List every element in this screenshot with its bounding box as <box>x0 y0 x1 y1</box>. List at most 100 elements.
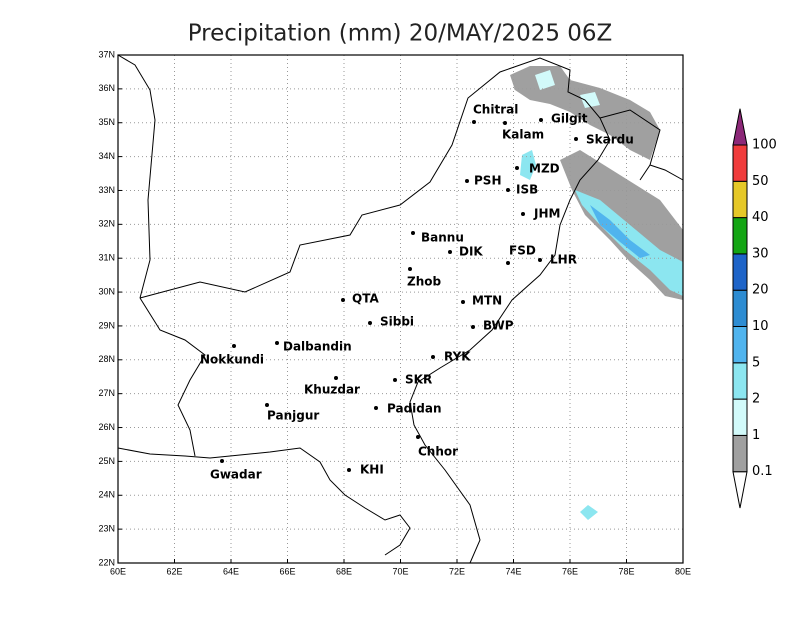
y-tick-label: 28N <box>98 354 115 364</box>
city-label: Bannu <box>421 231 464 245</box>
colorbar-segment <box>732 398 748 436</box>
colorbar-label: 5 <box>752 355 760 370</box>
city-dot <box>539 118 543 122</box>
y-tick-label: 37N <box>98 49 115 59</box>
city-label: Kalam <box>502 128 544 142</box>
city-label: QTA <box>352 292 379 306</box>
city-dot <box>461 300 465 304</box>
city-label: SKR <box>405 373 432 387</box>
city-label: Chhor <box>418 445 458 459</box>
city-label: RYK <box>444 350 471 364</box>
city-label: JHM <box>533 207 560 221</box>
city-dot <box>220 459 224 463</box>
colorbar-low <box>732 471 748 509</box>
x-tick-label: 64E <box>223 566 239 576</box>
city-label: Skardu <box>586 133 634 147</box>
city-dot <box>275 341 279 345</box>
colorbar-segment <box>732 253 748 291</box>
city-label: Khuzdar <box>304 383 360 397</box>
x-tick-label: 72E <box>449 566 465 576</box>
city-label: Panjgur <box>267 409 319 423</box>
city-dot <box>472 120 476 124</box>
y-tick-label: 33N <box>98 185 115 195</box>
colorbar-label: 1 <box>752 428 760 443</box>
city-dot <box>538 258 542 262</box>
city-dot <box>465 179 469 183</box>
city-dot <box>374 406 378 410</box>
colorbar-label: 10 <box>752 319 769 334</box>
city-dot <box>416 435 420 439</box>
y-tick-label: 25N <box>98 456 115 466</box>
city-label: Nokkundi <box>200 353 264 367</box>
city-dot <box>503 121 507 125</box>
city-dot <box>471 325 475 329</box>
city-dot <box>574 137 578 141</box>
y-tick-label: 35N <box>98 117 115 127</box>
colorbar-segment <box>732 144 748 182</box>
city-dot <box>521 212 525 216</box>
city-dot <box>341 298 345 302</box>
y-tick-label: 32N <box>98 219 115 229</box>
city-label: KHI <box>360 463 384 477</box>
colorbar-label: 50 <box>752 174 769 189</box>
city-label: LHR <box>550 253 577 267</box>
city-label: Dalbandin <box>283 340 352 354</box>
colorbar-label: 20 <box>752 283 769 298</box>
colorbar-segment <box>732 289 748 328</box>
city-label: DIK <box>459 245 483 259</box>
city-label: PSH <box>474 174 501 188</box>
x-tick-label: 80E <box>675 566 691 576</box>
x-tick-label: 68E <box>336 566 352 576</box>
city-dot <box>431 355 435 359</box>
colorbar-segment <box>732 362 748 400</box>
y-tick-label: 22N <box>98 557 115 567</box>
city-dot <box>448 250 452 254</box>
city-dot <box>411 231 415 235</box>
y-tick-label: 24N <box>98 490 115 500</box>
x-tick-label: 66E <box>279 566 295 576</box>
y-tick-label: 27N <box>98 388 115 398</box>
city-label: Gwadar <box>210 468 262 482</box>
city-dot <box>265 403 269 407</box>
y-tick-label: 30N <box>98 286 115 296</box>
x-tick-label: 60E <box>110 566 126 576</box>
city-label: Zhob <box>407 275 441 289</box>
city-label: Padidan <box>387 402 442 416</box>
x-tick-label: 78E <box>618 566 634 576</box>
colorbar-segment <box>732 434 748 473</box>
city-label: BWP <box>483 319 514 333</box>
city-label: Chitral <box>473 103 518 117</box>
y-tick-label: 31N <box>98 253 115 263</box>
city-dot <box>515 166 519 170</box>
city-label: ISB <box>516 183 538 197</box>
city-dot <box>347 468 351 472</box>
x-tick-label: 62E <box>166 566 182 576</box>
colorbar-segment <box>732 217 748 255</box>
y-tick-label: 36N <box>98 83 115 93</box>
y-tick-label: 34N <box>98 151 115 161</box>
x-tick-label: 70E <box>392 566 408 576</box>
colorbar-high <box>732 108 748 146</box>
colorbar-label: 2 <box>752 392 760 407</box>
title: Precipitation (mm) 20/MAY/2025 06Z <box>188 21 613 47</box>
colorbar-label: 0.1 <box>752 464 773 479</box>
city-dot <box>334 376 338 380</box>
y-tick-label: 23N <box>98 524 115 534</box>
y-tick-label: 26N <box>98 422 115 432</box>
colorbar-label: 30 <box>752 246 769 261</box>
x-tick-label: 76E <box>562 566 578 576</box>
city-dot <box>506 188 510 192</box>
city-dot <box>393 378 397 382</box>
city-dot <box>368 321 372 325</box>
city-label: MZD <box>529 162 560 176</box>
y-tick-label: 29N <box>98 320 115 330</box>
city-dot <box>506 261 510 265</box>
city-label: FSD <box>509 244 536 258</box>
city-dot <box>232 344 236 348</box>
borders <box>117 54 684 564</box>
colorbar-segment <box>732 326 748 364</box>
city-label: MTN <box>472 294 502 308</box>
city-dot <box>408 267 412 271</box>
colorbar-label: 100 <box>752 138 777 153</box>
